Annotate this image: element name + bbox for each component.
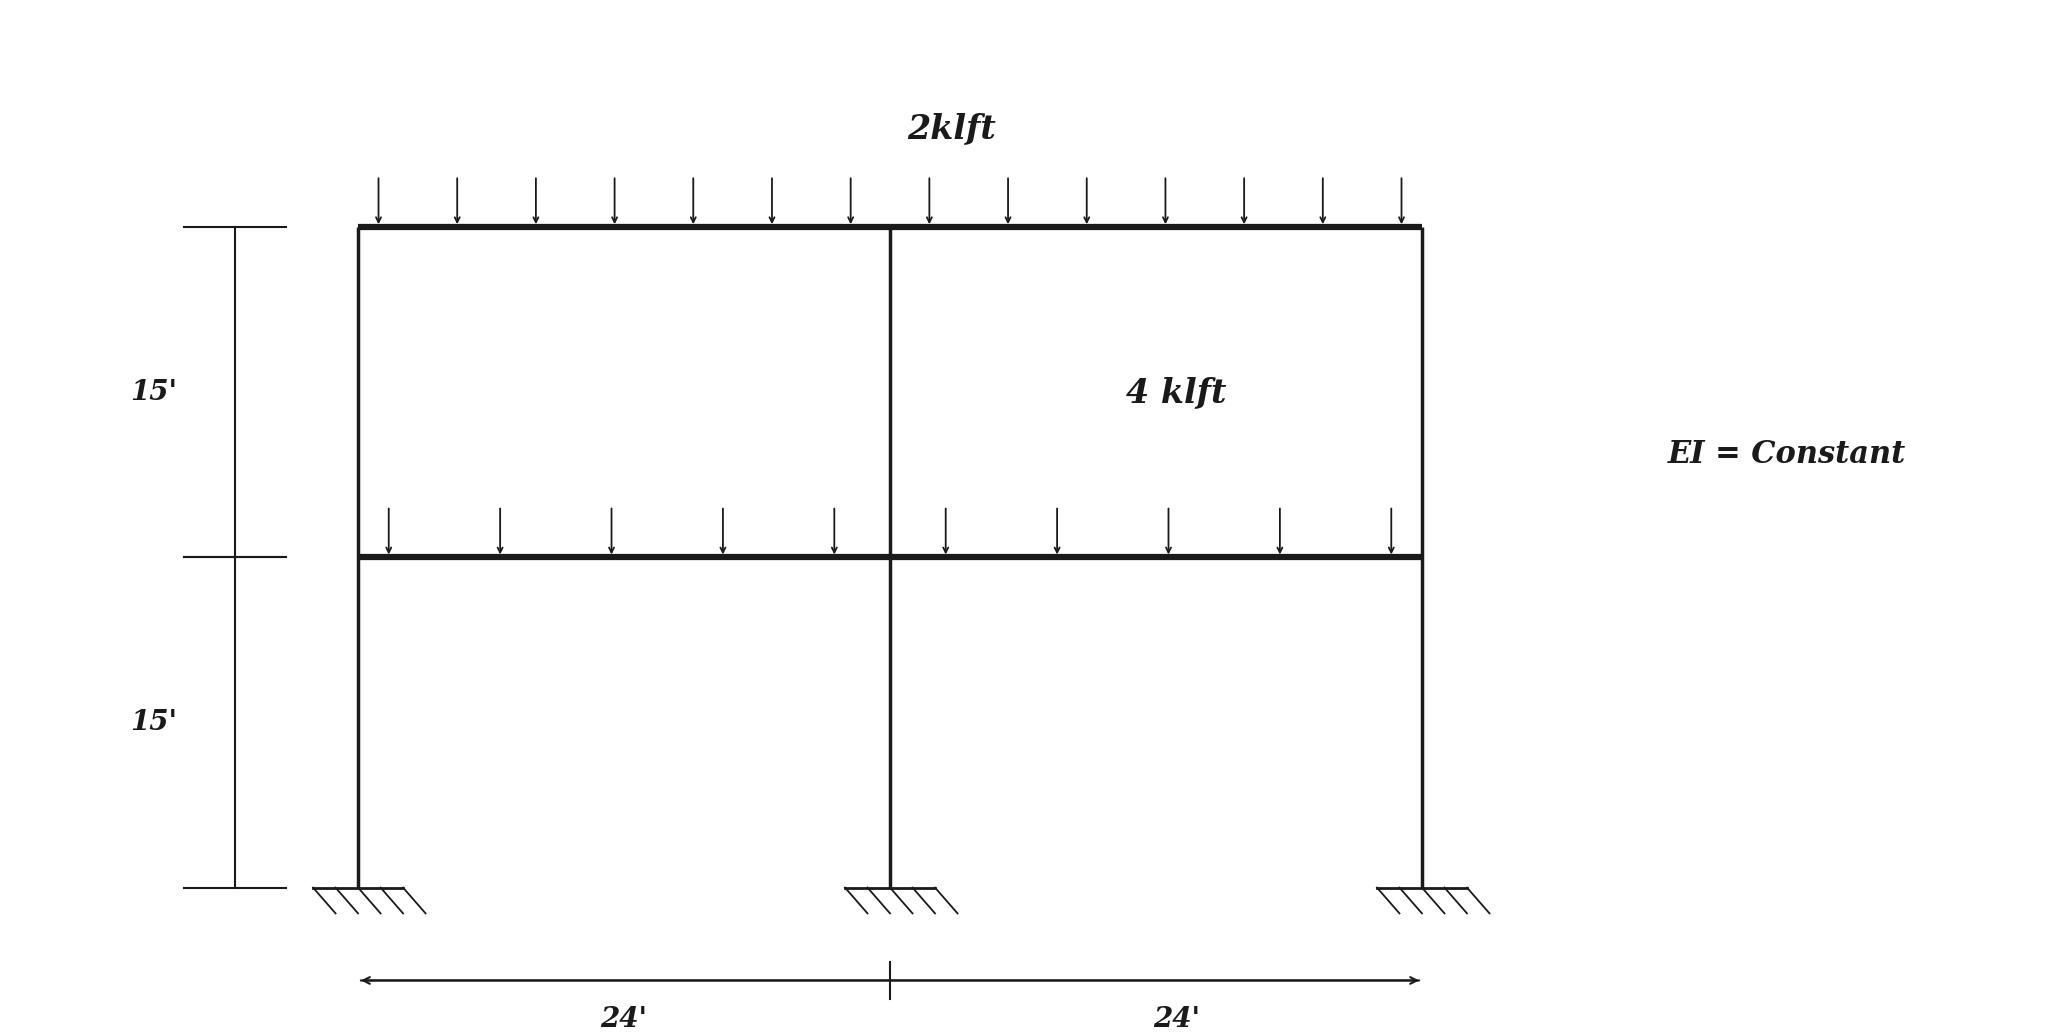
Text: 2klft: 2klft [906,113,996,145]
Text: 15': 15' [131,709,176,736]
Text: 24': 24' [602,1006,647,1033]
Text: EI = Constant: EI = Constant [1667,438,1905,469]
Text: 24': 24' [1154,1006,1199,1033]
Text: 4 klft: 4 klft [1125,376,1228,408]
Text: 15': 15' [131,379,176,406]
